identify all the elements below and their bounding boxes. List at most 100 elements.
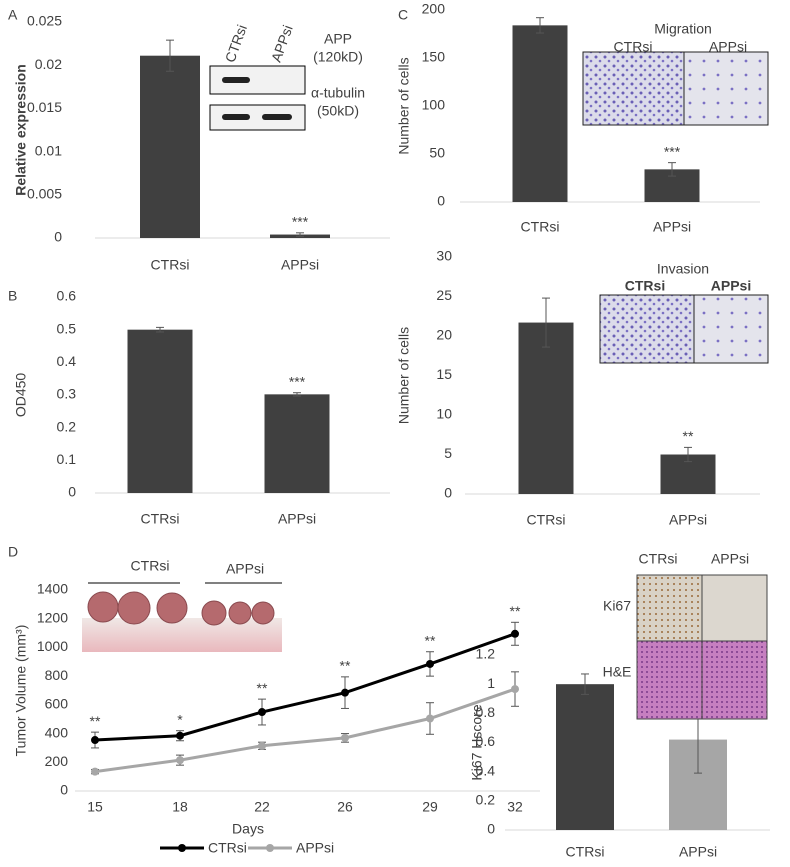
y-tick-label: 0.2 <box>57 418 77 434</box>
y-tick-label: 1000 <box>37 638 68 654</box>
marker <box>511 629 519 638</box>
y-tick-label: 400 <box>45 724 69 740</box>
bar <box>556 684 614 830</box>
inset-label: CTRsi <box>625 278 665 294</box>
micrograph <box>599 294 695 364</box>
micrograph <box>693 294 769 364</box>
significance: ** <box>510 603 521 619</box>
y-axis-label: Relative expression <box>13 64 29 196</box>
y-tick-label: 0.4 <box>57 353 77 369</box>
y-tick-label: 0.005 <box>27 186 62 202</box>
y-tick-label: 150 <box>422 49 446 65</box>
x-tick-label: 18 <box>172 799 188 815</box>
band-name: α-tubulin <box>311 85 365 101</box>
y-tick-label: 600 <box>45 696 69 712</box>
row-label: Ki67 <box>603 598 631 614</box>
y-axis-label: Number of cells <box>396 57 412 154</box>
x-tick-label: 29 <box>422 799 438 815</box>
ihc <box>636 574 703 642</box>
inset-label: APPsi <box>711 551 749 567</box>
y-tick-label: 0.5 <box>57 320 77 336</box>
y-tick-label: 0.1 <box>57 451 77 467</box>
inset-title: Migration <box>654 21 712 37</box>
micrograph <box>582 51 685 126</box>
y-tick-label: 50 <box>429 145 445 161</box>
y-axis-label: Number of cells <box>396 327 412 424</box>
inset-label: CTRsi <box>639 551 678 567</box>
significance: *** <box>289 373 306 389</box>
significance: * <box>177 711 183 727</box>
tumor <box>201 600 227 626</box>
lane-label: CTRsi <box>222 23 250 65</box>
y-axis-label: Tumor Volume (mm³) <box>13 625 29 757</box>
marker <box>426 714 434 723</box>
marker <box>91 767 99 776</box>
y-tick-label: 0.6 <box>476 733 496 749</box>
panel-letter: D <box>8 544 18 560</box>
y-tick-label: 0 <box>487 821 495 837</box>
significance: ** <box>340 658 351 674</box>
band <box>262 114 292 120</box>
y-tick-label: 0.015 <box>27 99 62 115</box>
inset-label: CTRsi <box>614 39 653 55</box>
ruler <box>82 618 282 652</box>
band <box>222 77 250 83</box>
y-tick-label: 0.3 <box>57 386 77 402</box>
x-tick-label: CTRsi <box>521 219 560 235</box>
y-tick-label: 5 <box>444 445 452 461</box>
y-tick-label: 0.4 <box>476 762 496 778</box>
y-tick-label: 0.02 <box>35 56 62 72</box>
tumor <box>156 592 188 624</box>
tumor <box>228 601 252 625</box>
y-tick-label: 25 <box>436 287 452 303</box>
tumor <box>117 591 151 625</box>
x-tick-label: CTRsi <box>141 511 180 527</box>
marker <box>341 733 349 742</box>
panel-letter: C <box>398 7 408 23</box>
significance: *** <box>664 143 681 159</box>
y-tick-label: 0.8 <box>476 704 496 720</box>
x-tick-label: APPsi <box>669 512 707 528</box>
significance: *** <box>292 214 309 230</box>
legend-marker <box>178 844 186 852</box>
bar <box>264 394 330 493</box>
marker <box>176 731 184 740</box>
y-tick-label: 30 <box>436 248 452 264</box>
y-tick-label: 0 <box>437 193 445 209</box>
lane-label: APPsi <box>268 23 296 64</box>
y-tick-label: 200 <box>422 1 446 17</box>
photo-label: APPsi <box>226 561 264 577</box>
x-tick-label: APPsi <box>679 844 717 860</box>
y-tick-label: 0.6 <box>57 288 77 304</box>
legend-marker <box>266 844 274 852</box>
x-tick-label: APPsi <box>278 511 316 527</box>
inset-label: APPsi <box>711 278 751 294</box>
x-tick-label: APPsi <box>653 219 691 235</box>
marker <box>511 685 519 694</box>
x-axis-label: Days <box>232 821 264 837</box>
significance: ** <box>425 632 436 648</box>
bar <box>512 25 568 202</box>
band-size: (50kD) <box>317 103 359 119</box>
y-tick-label: 200 <box>45 753 69 769</box>
photo-label: CTRsi <box>131 558 170 574</box>
marker <box>176 756 184 765</box>
y-tick-label: 0.2 <box>476 792 496 808</box>
x-tick-label: CTRsi <box>527 512 566 528</box>
legend-label: APPsi <box>296 840 334 856</box>
bar <box>127 329 193 493</box>
marker <box>341 688 349 697</box>
he <box>636 640 703 720</box>
x-tick-label: APPsi <box>281 257 319 273</box>
marker <box>426 659 434 668</box>
x-tick-label: CTRsi <box>151 257 190 273</box>
band-size: (120kD) <box>313 49 363 65</box>
y-tick-label: 800 <box>45 667 69 683</box>
y-tick-label: 0.01 <box>35 142 62 158</box>
tumor <box>87 591 119 623</box>
micrograph <box>683 51 769 126</box>
y-tick-label: 0 <box>68 484 76 500</box>
x-tick-label: 15 <box>87 799 103 815</box>
y-tick-label: 0 <box>60 782 68 798</box>
panel-letter: A <box>8 7 18 23</box>
